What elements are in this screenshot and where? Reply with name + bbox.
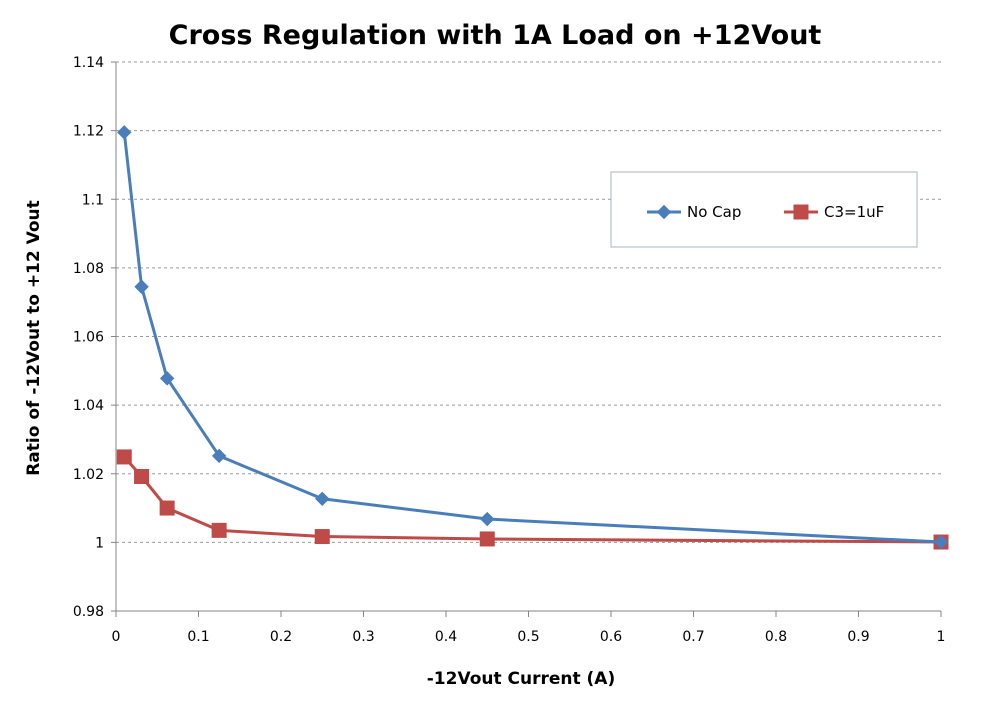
x-tick-label: 0.6 bbox=[600, 629, 622, 645]
series bbox=[116, 125, 949, 550]
x-tick-label: 1 bbox=[937, 629, 946, 645]
y-tick-label: 1.02 bbox=[73, 467, 104, 483]
x-tick-label: 0 bbox=[112, 629, 121, 645]
data-point bbox=[480, 511, 495, 527]
data-point bbox=[116, 449, 132, 465]
y-tick-label: 1.1 bbox=[82, 192, 104, 208]
series-no-cap bbox=[117, 125, 949, 550]
y-tick-label: 1.08 bbox=[73, 261, 104, 277]
legend-marker bbox=[656, 204, 672, 220]
x-tick-label: 0.2 bbox=[270, 629, 292, 645]
x-tick-labels: 0 0.1 0.2 0.3 0.4 0.5 0.6 0.7 0.8 0.9 1 bbox=[112, 629, 946, 645]
legend-label: No Cap bbox=[687, 203, 741, 221]
data-point bbox=[117, 125, 132, 140]
x-tick-label: 0.7 bbox=[682, 629, 704, 645]
data-point bbox=[933, 534, 949, 550]
y-tick-label: 1.04 bbox=[73, 398, 104, 414]
legend-marker bbox=[793, 204, 809, 220]
y-tick-label: 1 bbox=[95, 535, 104, 551]
x-tick-label: 0.1 bbox=[187, 629, 209, 645]
legend-items: No Cap C3=1uF bbox=[647, 203, 884, 221]
legend-label: C3=1uF bbox=[824, 203, 884, 221]
data-point bbox=[159, 500, 175, 516]
x-tick-label: 0.4 bbox=[435, 629, 457, 645]
legend-item: No Cap bbox=[647, 203, 741, 221]
axes bbox=[111, 61, 942, 617]
y-tick-label: 1.14 bbox=[73, 55, 104, 71]
legend: No Cap C3=1uF bbox=[610, 171, 918, 248]
data-point bbox=[211, 448, 227, 464]
chart-title: Cross Regulation with 1A Load on +12Vout bbox=[169, 20, 822, 51]
data-point bbox=[159, 371, 175, 386]
data-point bbox=[211, 522, 227, 538]
data-point bbox=[315, 491, 330, 507]
y-tick-label: 1.12 bbox=[73, 124, 104, 140]
data-point bbox=[134, 468, 150, 484]
data-point bbox=[479, 531, 495, 547]
data-point bbox=[314, 529, 330, 545]
legend-item: C3=1uF bbox=[784, 203, 884, 221]
data-point bbox=[134, 279, 149, 294]
y-tick-label: 1.06 bbox=[73, 330, 104, 346]
x-axis-label: -12Vout Current (A) bbox=[427, 669, 616, 689]
x-tick-label: 0.9 bbox=[847, 629, 869, 645]
x-tick-label: 0.8 bbox=[765, 629, 787, 645]
x-tick-label: 0.3 bbox=[352, 629, 374, 645]
y-tick-labels: 0.98 1 1.02 1.04 1.06 1.08 1.1 1.12 1.14 bbox=[73, 55, 104, 620]
y-axis-label: Ratio of -12Vout to +12 Vout bbox=[24, 200, 44, 476]
x-tick-label: 0.5 bbox=[517, 629, 539, 645]
y-tick-label: 0.98 bbox=[73, 604, 104, 620]
